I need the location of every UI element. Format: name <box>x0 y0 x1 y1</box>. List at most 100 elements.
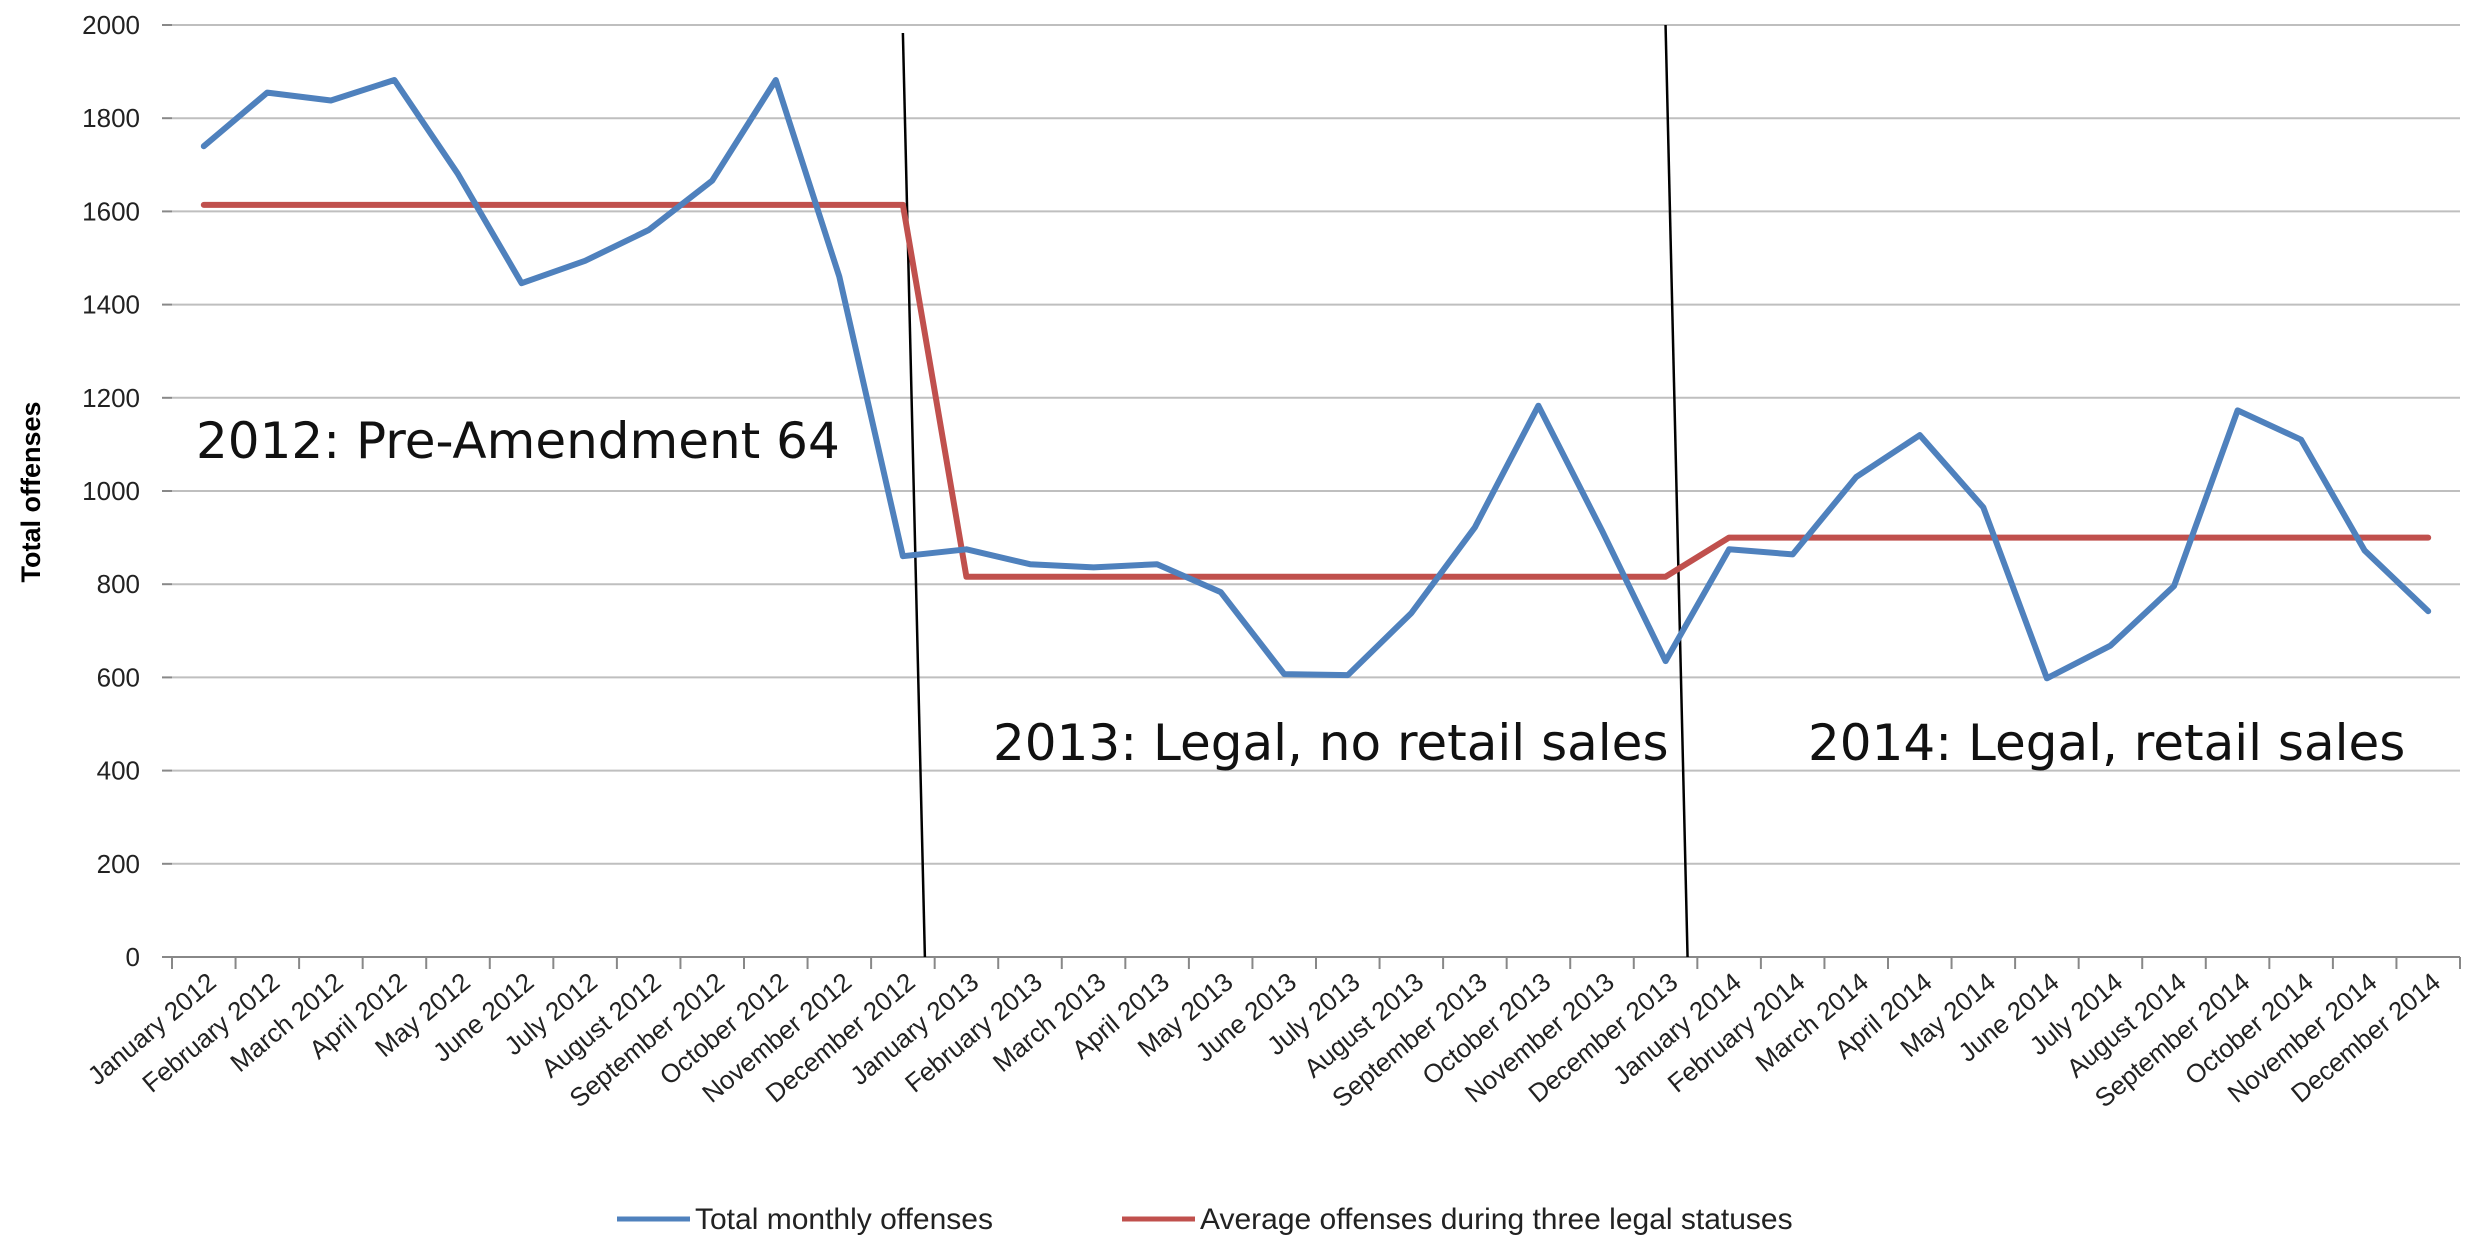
data-point <box>965 576 967 578</box>
data-point <box>2364 537 2366 539</box>
data-point <box>2237 537 2239 539</box>
period-divider-1 <box>901 32 927 958</box>
data-point <box>1855 537 1857 539</box>
legend-entry-average: Average offenses during three legal stat… <box>1122 1203 1793 1236</box>
data-point <box>1728 537 1730 539</box>
annotation-2012: 2012: Pre-Amendment 64 <box>196 412 840 470</box>
data-point <box>584 260 586 262</box>
data-point <box>521 282 523 284</box>
legend: Total monthly offenses Average offenses … <box>617 1203 1793 1236</box>
y-tick-label: 600 <box>97 662 140 692</box>
data-point <box>838 276 840 278</box>
y-tick-label: 0 <box>126 942 140 972</box>
data-point <box>2173 537 2175 539</box>
y-tick-label: 400 <box>97 756 140 786</box>
data-point <box>203 204 205 206</box>
data-point <box>1792 537 1794 539</box>
data-point <box>2046 537 2048 539</box>
data-point <box>1156 563 1158 565</box>
y-tick-label: 2000 <box>82 10 140 40</box>
data-point <box>1601 576 1603 578</box>
data-point <box>1474 576 1476 578</box>
data-point <box>1029 576 1031 578</box>
series-line-average-offenses <box>200 201 2432 580</box>
data-point <box>711 204 713 206</box>
data-point <box>521 204 523 206</box>
data-point <box>1982 537 1984 539</box>
period-dividers <box>901 24 1689 958</box>
data-point <box>330 204 332 206</box>
data-point <box>775 79 777 81</box>
data-point <box>1537 576 1539 578</box>
data-point <box>1410 612 1412 614</box>
series-lines <box>200 77 2432 682</box>
data-point <box>2046 677 2048 679</box>
data-point <box>775 204 777 206</box>
y-tick-label: 800 <box>97 569 140 599</box>
data-point <box>2109 537 2111 539</box>
gridlines <box>172 24 2460 865</box>
data-point <box>1919 434 1921 436</box>
y-tick-label: 200 <box>97 849 140 879</box>
data-point <box>266 92 268 94</box>
data-point <box>1283 673 1285 675</box>
data-point <box>2364 550 2366 552</box>
data-point <box>393 204 395 206</box>
data-point <box>1093 576 1095 578</box>
data-point <box>648 229 650 231</box>
data-point <box>2109 645 2111 647</box>
data-point <box>457 173 459 175</box>
data-point <box>1728 548 1730 550</box>
data-point <box>902 555 904 557</box>
y-tick-label: 1800 <box>82 103 140 133</box>
legend-label-average: Average offenses during three legal stat… <box>1200 1203 1793 1236</box>
data-point <box>266 204 268 206</box>
annotation-2014: 2014: Legal, retail sales <box>1808 714 2405 772</box>
data-point <box>648 204 650 206</box>
data-point <box>902 204 904 206</box>
data-point <box>2300 537 2302 539</box>
data-point <box>1474 526 1476 528</box>
data-point <box>1601 530 1603 532</box>
data-point <box>2173 585 2175 587</box>
data-point <box>1792 553 1794 555</box>
data-point <box>393 79 395 81</box>
data-point <box>1029 563 1031 565</box>
data-point <box>1283 576 1285 578</box>
data-point <box>1665 660 1667 662</box>
data-point <box>965 548 967 550</box>
legend-label-total: Total monthly offenses <box>695 1203 993 1236</box>
data-point <box>1919 537 1921 539</box>
data-point <box>1665 576 1667 578</box>
data-point <box>330 99 332 101</box>
period-divider-2 <box>1664 24 1689 958</box>
data-point <box>1982 506 1984 508</box>
data-point <box>1855 476 1857 478</box>
data-point <box>2300 439 2302 441</box>
data-point <box>1220 591 1222 593</box>
y-tick-label: 1400 <box>82 290 140 320</box>
data-point <box>838 204 840 206</box>
data-point <box>711 180 713 182</box>
legend-entry-total: Total monthly offenses <box>617 1203 993 1236</box>
series-line-total-monthly-offenses <box>200 77 2432 682</box>
annotation-2013: 2013: Legal, no retail sales <box>993 714 1669 772</box>
data-point <box>2237 409 2239 411</box>
data-point <box>584 204 586 206</box>
data-point <box>1347 576 1349 578</box>
data-point <box>2427 537 2429 539</box>
data-point <box>1347 674 1349 676</box>
data-point <box>2427 610 2429 612</box>
y-tick-label: 1200 <box>82 383 140 413</box>
data-point <box>1410 576 1412 578</box>
y-tick-label: 1000 <box>82 476 140 506</box>
data-point <box>1220 576 1222 578</box>
data-point <box>457 204 459 206</box>
data-point <box>1093 566 1095 568</box>
y-axis-ticks: 0 200 400 600 800 1000 1200 1400 1600 1800 2000 <box>82 10 172 972</box>
y-axis-label: Total offenses <box>16 401 46 582</box>
data-point <box>203 145 205 147</box>
y-tick-label: 1600 <box>82 196 140 226</box>
